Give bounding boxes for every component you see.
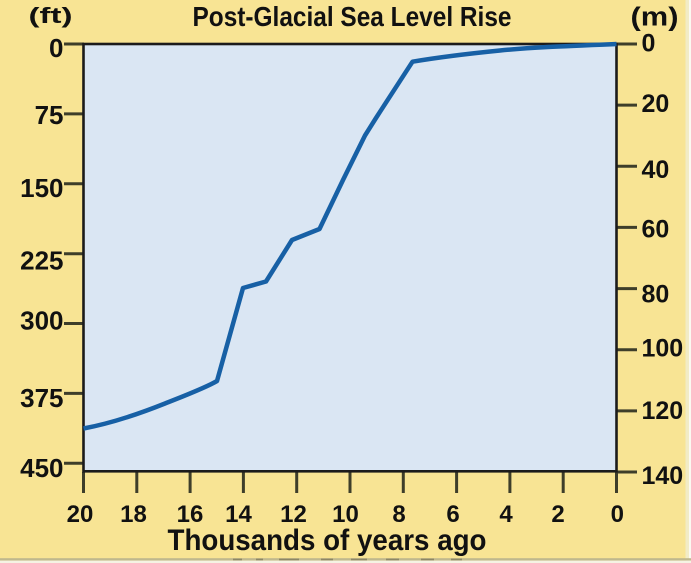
svg-text:80: 80 <box>642 281 670 309</box>
svg-text:10: 10 <box>332 501 359 528</box>
svg-text:(m): (m) <box>631 4 679 32</box>
svg-text:18: 18 <box>120 501 147 528</box>
svg-text:140: 140 <box>642 462 684 490</box>
svg-text:40: 40 <box>642 156 670 184</box>
svg-text:100: 100 <box>642 335 684 363</box>
svg-text:300: 300 <box>20 306 63 336</box>
svg-text:0: 0 <box>642 30 656 58</box>
svg-text:6: 6 <box>446 501 459 528</box>
svg-text:60: 60 <box>642 216 670 244</box>
svg-text:12: 12 <box>280 501 307 528</box>
svg-text:0: 0 <box>49 33 63 63</box>
svg-text:Post-Glacial Sea Level Rise: Post-Glacial Sea Level Rise <box>193 1 512 32</box>
svg-text:20: 20 <box>67 501 94 528</box>
svg-text:0: 0 <box>611 501 624 528</box>
svg-text:450: 450 <box>20 453 63 483</box>
svg-text:375: 375 <box>20 383 63 413</box>
svg-text:(ft): (ft) <box>29 3 73 28</box>
svg-text:120: 120 <box>642 397 684 425</box>
svg-text:225: 225 <box>20 245 63 275</box>
svg-text:150: 150 <box>20 173 63 203</box>
svg-text:Thousands of years ago: Thousands of years ago <box>168 524 487 557</box>
svg-text:4: 4 <box>499 501 513 528</box>
svg-text:16: 16 <box>177 501 204 528</box>
svg-text:2: 2 <box>551 501 564 528</box>
svg-text:75: 75 <box>35 100 64 130</box>
svg-text:14: 14 <box>225 501 252 528</box>
svg-text:8: 8 <box>392 501 405 528</box>
svg-text:20: 20 <box>642 90 670 118</box>
